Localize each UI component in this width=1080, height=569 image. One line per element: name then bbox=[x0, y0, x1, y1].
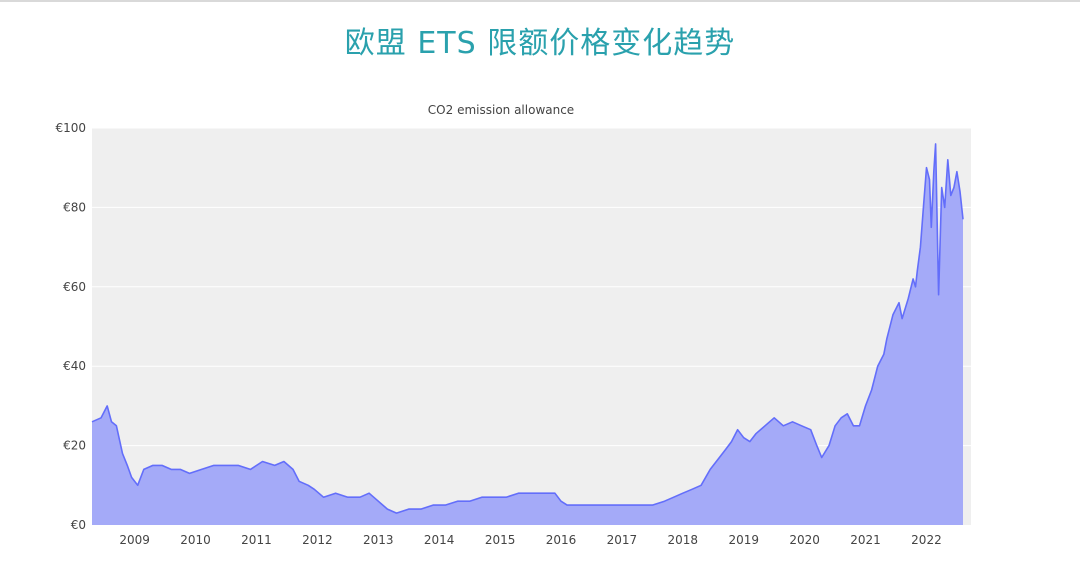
y-tick-label: €0 bbox=[71, 518, 86, 532]
x-tick-label: 2010 bbox=[180, 533, 211, 547]
x-tick-label: 2019 bbox=[728, 533, 759, 547]
x-tick-label: 2014 bbox=[424, 533, 455, 547]
chart-title: CO2 emission allowance bbox=[428, 103, 574, 117]
gridlines bbox=[92, 127, 971, 447]
y-tick-label: €20 bbox=[63, 439, 86, 453]
x-tick-label: 2017 bbox=[607, 533, 638, 547]
x-tick-label: 2012 bbox=[302, 533, 333, 547]
price-line bbox=[91, 143, 964, 514]
x-tick-label: 2011 bbox=[241, 533, 272, 547]
x-tick-label: 2021 bbox=[850, 533, 881, 547]
top-divider bbox=[0, 0, 1080, 2]
y-axis: €0 €20 €40 €60 €80 €100 bbox=[55, 121, 86, 532]
price-area-fill bbox=[92, 143, 963, 525]
x-tick-label: 2016 bbox=[546, 533, 577, 547]
y-tick-label: €40 bbox=[63, 359, 86, 373]
x-tick-label: 2009 bbox=[119, 533, 150, 547]
y-tick-label: €60 bbox=[63, 280, 86, 294]
x-tick-label: 2018 bbox=[668, 533, 699, 547]
x-tick-label: 2015 bbox=[485, 533, 516, 547]
y-tick-label: €80 bbox=[63, 200, 86, 214]
x-axis: 2009 2010 2011 2012 2013 2014 2015 2016 2017 2018… bbox=[119, 533, 941, 547]
y-tick-label: €100 bbox=[55, 121, 86, 135]
page-title: 欧盟 ETS 限额价格变化趋势 bbox=[344, 26, 736, 61]
x-tick-label: 2022 bbox=[911, 533, 942, 547]
x-tick-label: 2020 bbox=[789, 533, 820, 547]
x-tick-label: 2013 bbox=[363, 533, 394, 547]
